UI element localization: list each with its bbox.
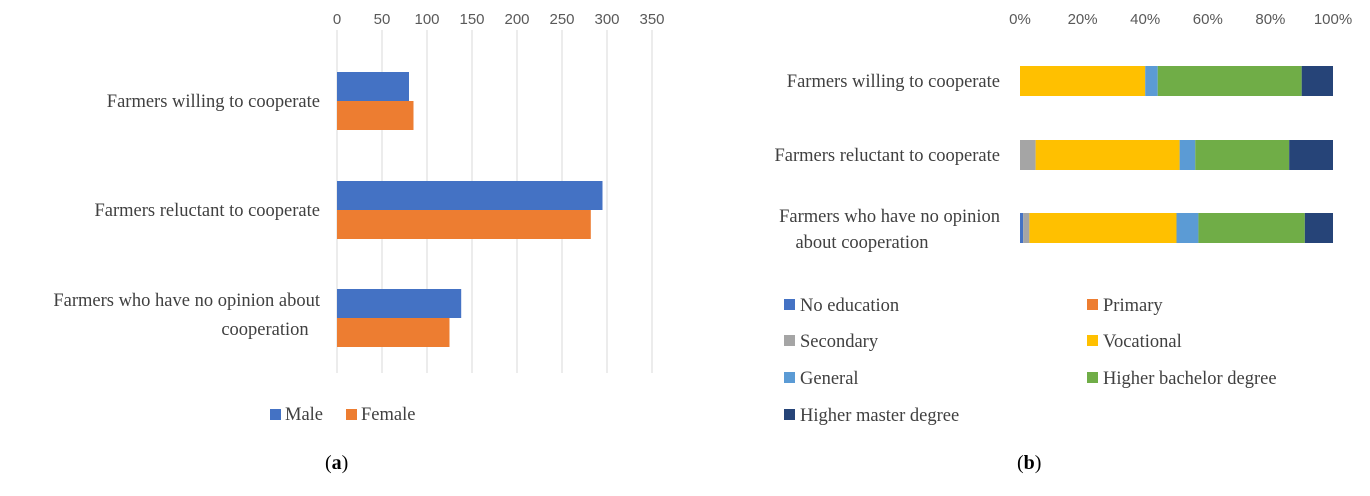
bar-higher-master-degree-3 — [1304, 213, 1333, 243]
x-tick-label-b: 100% — [1314, 11, 1352, 28]
bar-male-3 — [337, 289, 462, 318]
bar-male-2 — [337, 181, 603, 210]
category-label-a-3: Farmers who have no opinion about coopera… — [53, 291, 321, 340]
bar-general-3 — [1176, 213, 1199, 243]
bar-higher-bachelor-degree-1 — [1157, 66, 1302, 96]
legend-swatch-general — [784, 372, 795, 383]
category-label-a-2: Farmers reluctant to cooperate — [95, 201, 321, 221]
legend-label-female: Female — [361, 405, 415, 425]
bar-higher-bachelor-degree-3 — [1198, 213, 1305, 243]
legend-swatch-female — [346, 409, 357, 420]
bar-secondary-3 — [1023, 213, 1030, 243]
x-tick-label-a: 50 — [374, 11, 391, 28]
bar-vocational-1 — [1020, 66, 1146, 96]
legend-swatch-no-education — [784, 299, 795, 310]
caption-a-letter: a — [331, 452, 342, 474]
x-tick-label-a: 100 — [414, 11, 439, 28]
bar-vocational-3 — [1029, 213, 1177, 243]
bar-general-2 — [1179, 140, 1196, 170]
legend-swatch-vocational — [1087, 335, 1098, 346]
caption-a: (a) — [325, 452, 349, 474]
bar-secondary-2 — [1020, 140, 1036, 170]
x-tick-label-b: 60% — [1193, 11, 1223, 28]
category-label-b-1: Farmers willing to cooperate — [787, 72, 1000, 92]
bar-female-2 — [337, 210, 591, 239]
x-tick-label-a: 200 — [504, 11, 529, 28]
caption-b-letter: b — [1023, 452, 1035, 474]
chart-a-svg: 0 50 100 150 200 250 300 350 Farmers willing to … — [53, 11, 664, 425]
legend-label-vocational: Vocational — [1103, 332, 1182, 352]
bar-higher-bachelor-degree-2 — [1195, 140, 1290, 170]
legend-label-male: Male — [285, 405, 323, 425]
x-tick-label-b: 40% — [1130, 11, 1160, 28]
legend-swatch-male — [270, 409, 281, 420]
chart-b: 0% 20% 40% 60% 80% 100% Farmers willing to coo… — [685, 0, 1370, 496]
legend-label-general: General — [800, 369, 859, 389]
legend-swatch-higher-master-degree — [784, 409, 795, 420]
x-tick-label-a: 350 — [639, 11, 664, 28]
legend-label-primary: Primary — [1103, 296, 1163, 316]
legend-label-higher-bachelor-degree: Higher bachelor degree — [1103, 369, 1277, 389]
chart-b-svg: 0% 20% 40% 60% 80% 100% Farmers willing to coo… — [775, 11, 1353, 426]
x-tick-label-b: 20% — [1068, 11, 1098, 28]
bar-vocational-2 — [1035, 140, 1180, 170]
legend-label-no-education: No education — [800, 296, 899, 316]
legend-label-higher-master-degree: Higher master degree — [800, 406, 959, 426]
bar-higher-master-degree-2 — [1289, 140, 1333, 170]
bar-no-education-3 — [1020, 213, 1024, 243]
bar-female-3 — [337, 318, 450, 347]
bar-male-1 — [337, 72, 409, 101]
x-tick-label-a: 250 — [549, 11, 574, 28]
x-tick-label-a: 150 — [459, 11, 484, 28]
category-label-a-1: Farmers willing to cooperate — [107, 92, 320, 112]
chart-a: 0 50 100 150 200 250 300 350 Farmers willing to … — [53, 11, 664, 474]
legend-label-secondary: Secondary — [800, 332, 879, 352]
category-label-b-3: Farmers who have no opinion about coopera… — [779, 207, 1000, 253]
bar-general-1 — [1145, 66, 1158, 96]
bar-female-1 — [337, 101, 414, 130]
x-tick-label-a: 300 — [594, 11, 619, 28]
caption-b: (b) — [1017, 452, 1042, 474]
x-tick-label-b: 80% — [1255, 11, 1285, 28]
legend-swatch-higher-bachelor-degree — [1087, 372, 1098, 383]
bar-higher-master-degree-1 — [1301, 66, 1333, 96]
category-label-b-2: Farmers reluctant to cooperate — [775, 146, 1001, 166]
x-tick-label-a: 0 — [333, 11, 341, 28]
legend-swatch-secondary — [784, 335, 795, 346]
x-tick-label-b: 0% — [1009, 11, 1031, 28]
legend-swatch-primary — [1087, 299, 1098, 310]
